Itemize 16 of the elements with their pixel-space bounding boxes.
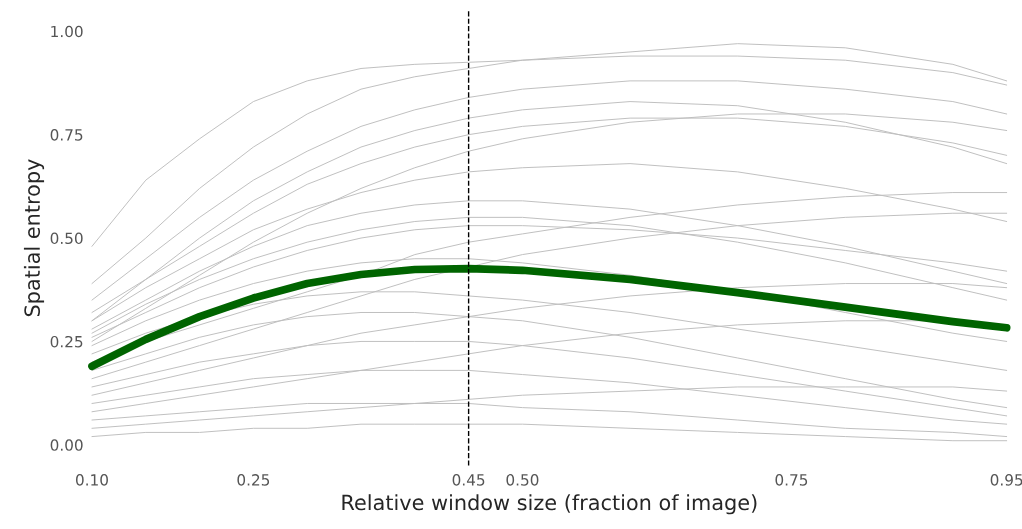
x-tick-label: 0.50 bbox=[506, 474, 539, 486]
x-axis-title: Relative window size (fraction of image) bbox=[342, 494, 757, 515]
x-tick-label: 0.95 bbox=[990, 474, 1022, 486]
x-tick-label: 0.45 bbox=[452, 474, 485, 486]
y-tick-label: 0.50 bbox=[50, 232, 83, 245]
x-tick-label: 0.75 bbox=[775, 474, 808, 486]
x-tick-label: 0.25 bbox=[237, 474, 270, 486]
y-tick-label: 0.75 bbox=[50, 129, 83, 141]
y-tick-label: 0.25 bbox=[50, 335, 83, 348]
y-tick-label: 1.00 bbox=[51, 25, 83, 38]
y-tick-label: 0.00 bbox=[50, 439, 83, 451]
x-tick-label: 0.10 bbox=[75, 474, 108, 486]
line-series bbox=[91, 43, 1008, 285]
line-series bbox=[91, 423, 1008, 442]
line-series bbox=[91, 80, 1008, 301]
y-axis-title: Spatial entropy bbox=[23, 159, 45, 317]
